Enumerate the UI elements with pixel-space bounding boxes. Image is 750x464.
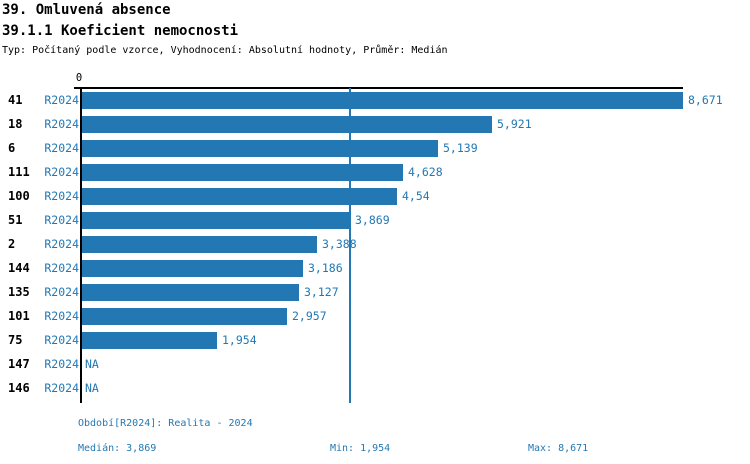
row-period-label: R2024 (44, 381, 79, 395)
row-group-label: 100 (8, 189, 30, 203)
row-period-label: R2024 (44, 285, 79, 299)
row-period-label: R2024 (44, 141, 79, 155)
bar (82, 236, 317, 253)
row-period-label: R2024 (44, 93, 79, 107)
bar (82, 332, 217, 349)
bar (82, 92, 683, 109)
bar (82, 212, 350, 229)
row-group-label: 6 (8, 141, 16, 155)
y-axis-line (80, 87, 82, 403)
bar (82, 284, 299, 301)
row-group-label: 147 (8, 357, 30, 371)
bar (82, 260, 303, 277)
row-period-label: R2024 (44, 261, 79, 275)
bar-value-label: 1,954 (222, 333, 257, 347)
row-period-label: R2024 (44, 333, 79, 347)
bar-value-label: 4,628 (408, 165, 443, 179)
bar-na-label: NA (85, 381, 99, 395)
row-period-label: R2024 (44, 189, 79, 203)
bar-value-label: 3,388 (322, 237, 357, 251)
chart-title: 39.1.1 Koeficient nemocnosti (2, 23, 239, 39)
footer-max: Max: 8,671 (528, 443, 589, 454)
row-group-label: 135 (8, 285, 30, 299)
bar-na-label: NA (85, 357, 99, 371)
footer-median: Medián: 3,869 (78, 443, 157, 454)
bar-value-label: 5,139 (443, 141, 478, 155)
x-axis-line (74, 87, 683, 89)
bar (82, 140, 438, 157)
bar-value-label: 8,671 (688, 93, 723, 107)
bar (82, 188, 397, 205)
row-group-label: 144 (8, 261, 30, 275)
bar-value-label: 4,54 (402, 189, 430, 203)
row-group-label: 18 (8, 117, 23, 131)
row-group-label: 146 (8, 381, 30, 395)
bar-value-label: 2,957 (292, 309, 327, 323)
bar (82, 308, 287, 325)
report-section-title: 39. Omluvená absence (2, 2, 171, 18)
chart-subtitle: Typ: Počítaný podle vzorce, Vyhodnocení:… (2, 45, 448, 56)
row-group-label: 2 (8, 237, 16, 251)
footer-min: Min: 1,954 (330, 443, 391, 454)
row-group-label: 101 (8, 309, 30, 323)
row-group-label: 41 (8, 93, 23, 107)
bar (82, 164, 403, 181)
row-period-label: R2024 (44, 357, 79, 371)
row-group-label: 111 (8, 165, 30, 179)
row-period-label: R2024 (44, 213, 79, 227)
median-line (349, 88, 351, 403)
row-period-label: R2024 (44, 237, 79, 251)
bar-value-label: 3,186 (308, 261, 343, 275)
row-period-label: R2024 (44, 165, 79, 179)
row-period-label: R2024 (44, 309, 79, 323)
x-axis-zero-label: 0 (75, 72, 83, 84)
bar-value-label: 3,127 (304, 285, 339, 299)
row-group-label: 75 (8, 333, 23, 347)
footer-period: Období[R2024]: Realita - 2024 (78, 418, 253, 429)
bar-value-label: 3,869 (355, 213, 390, 227)
bar (82, 116, 492, 133)
row-group-label: 51 (8, 213, 23, 227)
bar-value-label: 5,921 (497, 117, 532, 131)
row-period-label: R2024 (44, 117, 79, 131)
